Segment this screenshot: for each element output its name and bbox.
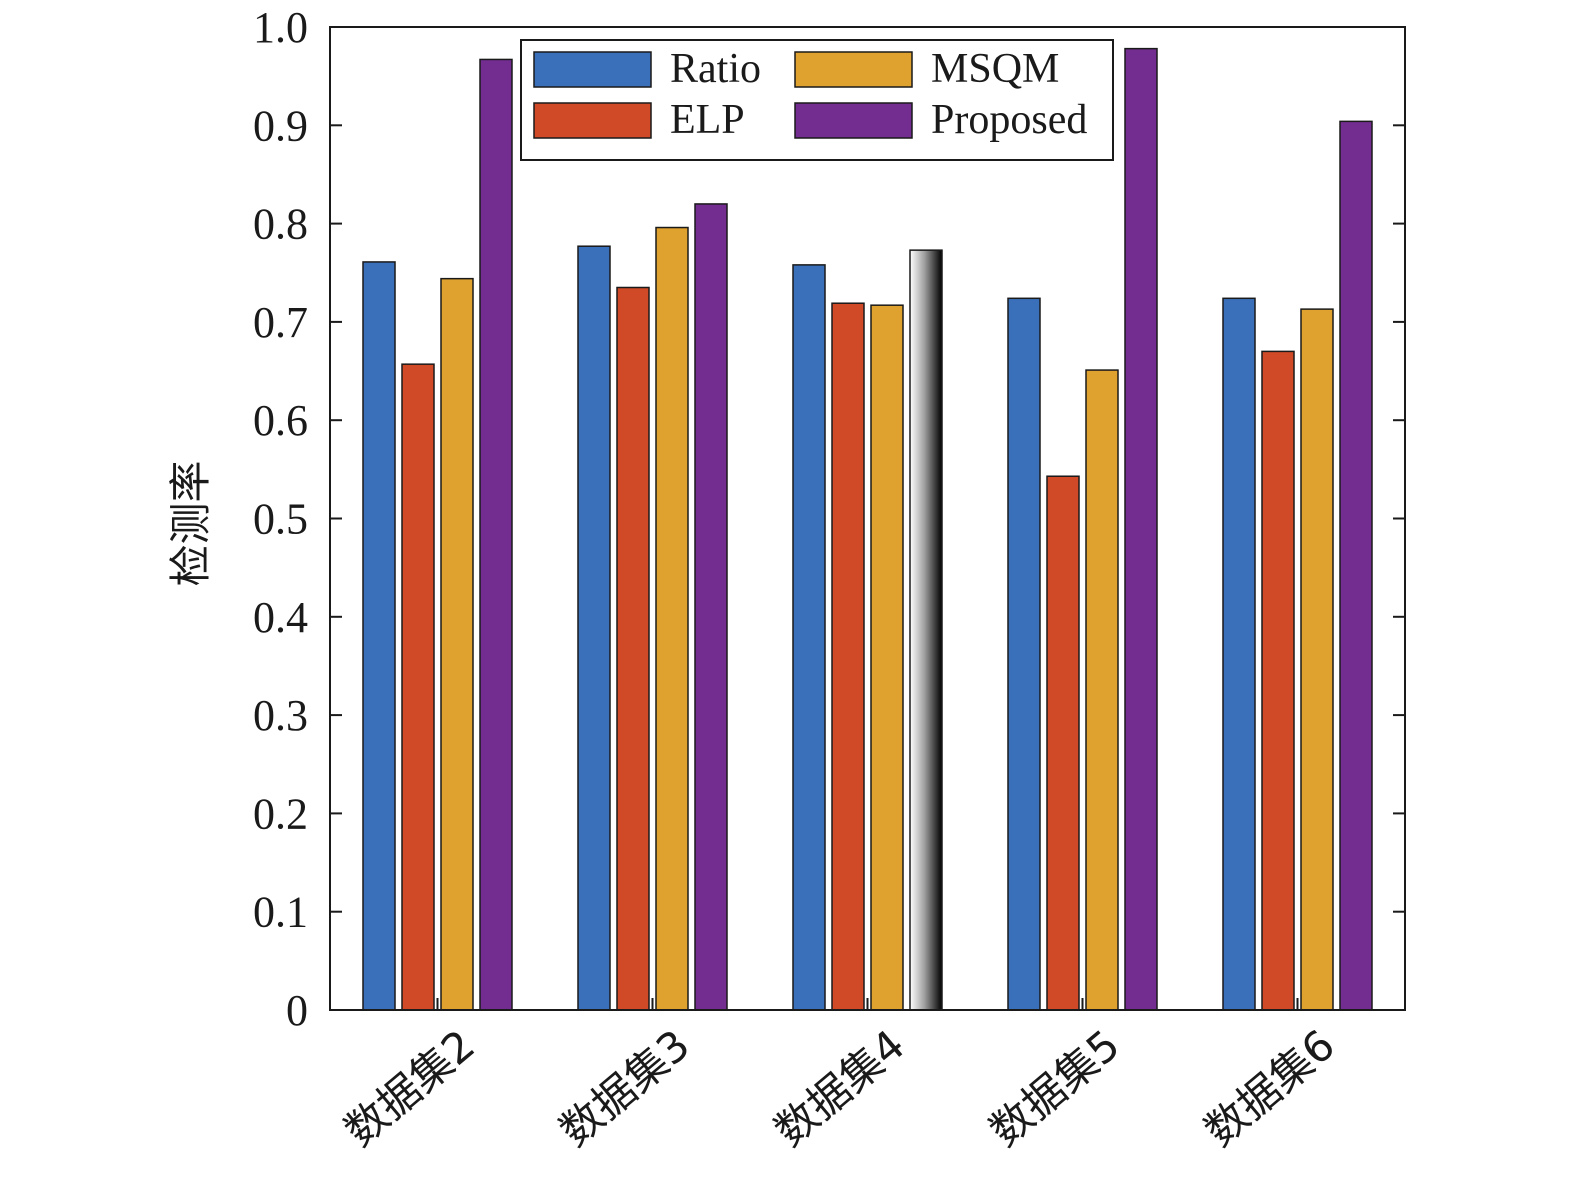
bar-elp-4 [1046, 475, 1080, 1011]
legend-label-elp: ELP [670, 97, 745, 143]
y-tick-label: 0.2 [253, 789, 308, 838]
legend-swatch-ratio [533, 51, 652, 88]
bar-elp-3 [831, 302, 865, 1011]
x-tick-label: 数据集5 [980, 1020, 1128, 1156]
bar-msqm-1 [440, 277, 474, 1011]
x-tick-label: 数据集4 [765, 1020, 913, 1156]
bar-ratio-4 [1007, 297, 1041, 1011]
bar-elp-1 [401, 363, 435, 1011]
y-tick-label: 0.5 [253, 495, 308, 544]
axes-layer [329, 26, 1406, 1011]
bar-ratio-5 [1222, 297, 1256, 1011]
x-tick-label: 数据集3 [550, 1020, 698, 1156]
bar-proposed-5 [1339, 120, 1373, 1011]
bar-proposed-3 [909, 249, 943, 1011]
bar-proposed-1 [479, 58, 513, 1011]
bar-msqm-2 [655, 226, 689, 1011]
x-tick-label: 数据集6 [1195, 1020, 1343, 1156]
legend: Ratio ELP MSQM Proposed [520, 39, 1114, 161]
x-tick-label: 数据集2 [335, 1020, 483, 1156]
bars-layer [362, 47, 1373, 1011]
y-tick-label: 0.9 [253, 101, 308, 150]
legend-swatch-msqm [794, 51, 913, 88]
bar-msqm-4 [1085, 369, 1119, 1011]
y-axis-title: 检测率 [166, 460, 215, 586]
legend-label-ratio: Ratio [670, 46, 761, 92]
y-tick-label: 0.7 [253, 298, 308, 347]
labels-layer: 数据集2 数据集3 数据集4 数据集5 数据集6 0 0.1 0.2 0.3 0.4 0.5 0.6 0… [166, 3, 1344, 1156]
bar-proposed-2 [694, 203, 728, 1011]
bar-msqm-3 [870, 304, 904, 1011]
y-tick-label: 0.3 [253, 691, 308, 740]
y-tick-label: 0 [286, 986, 308, 1035]
bar-proposed-4 [1124, 47, 1158, 1011]
bar-ratio-3 [792, 264, 826, 1011]
y-tick-label: 0.4 [253, 593, 308, 642]
legend-label-msqm: MSQM [931, 46, 1059, 92]
legend-swatch-elp [533, 102, 652, 139]
legend-swatch-proposed [794, 102, 913, 139]
y-tick-label: 0.6 [253, 396, 308, 445]
bar-ratio-1 [362, 261, 396, 1011]
bar-ratio-2 [577, 245, 611, 1011]
y-tick-label: 0.1 [253, 888, 308, 937]
bar-elp-5 [1261, 350, 1295, 1011]
legend-label-proposed: Proposed [931, 97, 1087, 143]
bar-msqm-5 [1300, 308, 1334, 1011]
y-tick-label: 0.8 [253, 200, 308, 249]
bar-elp-2 [616, 286, 650, 1011]
y-tick-label: 1.0 [253, 3, 308, 52]
